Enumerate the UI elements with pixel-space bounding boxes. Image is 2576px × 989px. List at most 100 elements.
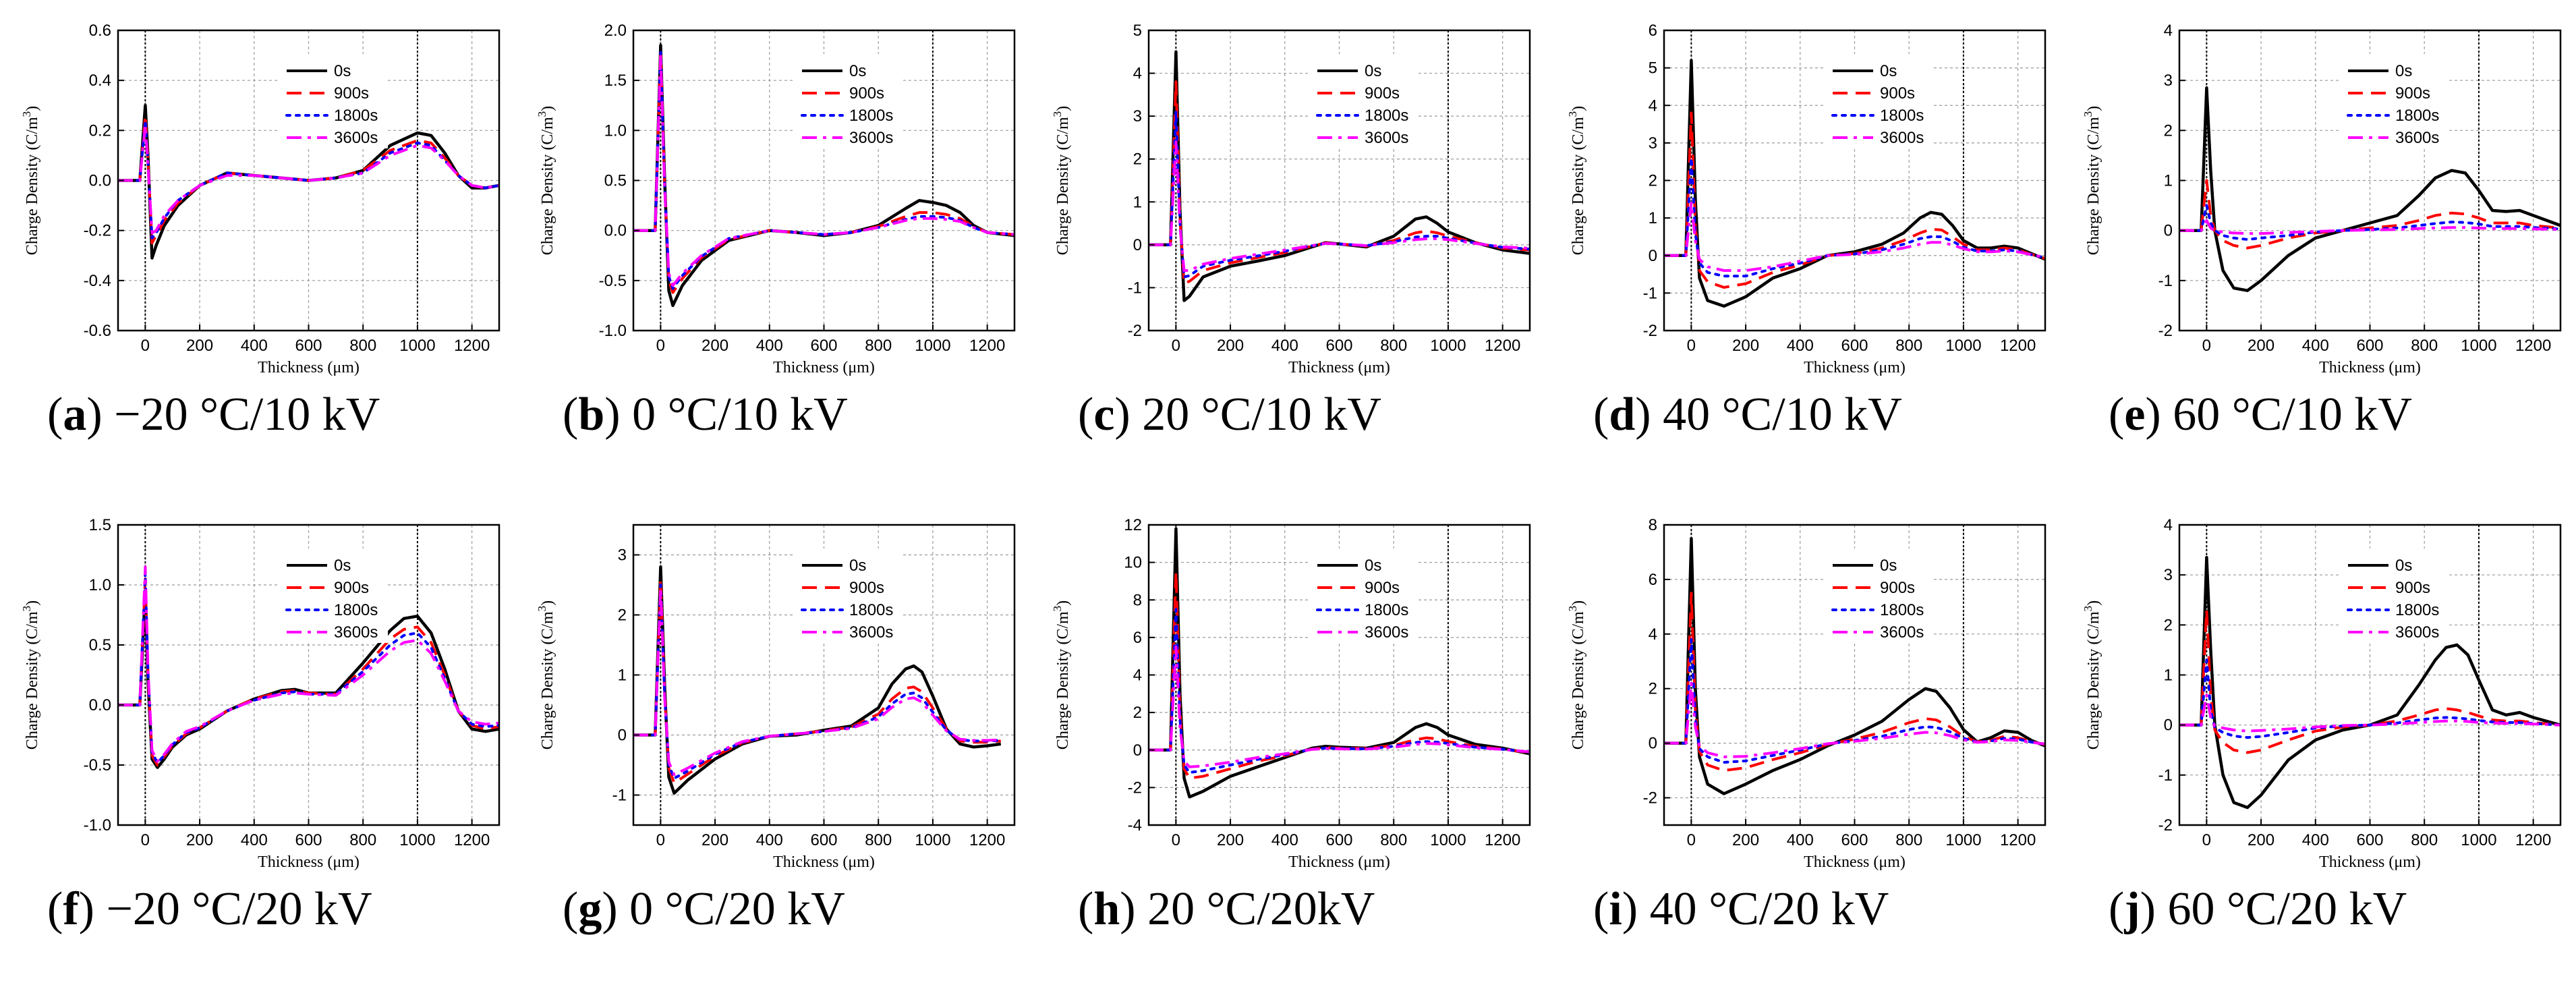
y-tick-label: 2 <box>2164 121 2173 140</box>
legend-label-3600s: 3600s <box>2395 129 2439 147</box>
series-line-900s <box>2179 179 2560 250</box>
y-tick-label: 2 <box>2164 616 2173 634</box>
legend-label-1800s: 1800s <box>1880 107 1924 125</box>
x-tick-label: 200 <box>1217 337 1244 355</box>
y-tick-label: -0.2 <box>84 222 111 240</box>
legend-label-900s: 900s <box>1880 579 1915 597</box>
y-tick-label: -2 <box>2158 322 2173 340</box>
series-line-1800s <box>1149 110 1530 279</box>
series-line-3600s <box>2179 219 2560 235</box>
legend: 0s 900s 1800s 3600s <box>280 54 388 148</box>
x-tick-label: 400 <box>241 831 268 849</box>
y-tick-label: 0 <box>1133 236 1142 254</box>
y-tick-label: 1.0 <box>89 576 111 594</box>
y-tick-label: 2.0 <box>604 22 627 40</box>
y-tick-label: -0.4 <box>84 272 111 290</box>
y-axis-label: Charge Density (C/m3) <box>536 106 556 255</box>
series-line-3600s <box>633 54 1014 287</box>
y-axis-label: Charge Density (C/m3) <box>1051 600 1072 750</box>
y-tick-label: 3 <box>1133 107 1142 125</box>
legend-label-0s: 0s <box>334 557 351 575</box>
panel-caption: (h) 20 °C/20kV <box>1078 883 1375 935</box>
y-tick-label: 0 <box>618 727 627 745</box>
y-tick-label: 1.0 <box>604 121 627 140</box>
y-tick-label: -1 <box>1643 284 1657 302</box>
legend: 0s 900s 1800s 3600s <box>2341 54 2449 148</box>
legend-label-900s: 900s <box>2395 84 2430 103</box>
y-tick-label: -2 <box>1643 322 1657 340</box>
y-tick-label: 0.0 <box>604 222 627 240</box>
x-tick-label: 1200 <box>454 337 490 355</box>
x-axis-label: Thickness (μm) <box>1804 853 1906 871</box>
legend-label-1800s: 1800s <box>1365 107 1408 125</box>
caption-text: 20 °C/20kV <box>1135 883 1375 935</box>
x-tick-label: 1200 <box>969 337 1005 355</box>
caption-letter: i <box>1609 883 1622 935</box>
caption-letter: h <box>1093 883 1120 935</box>
x-tick-label: 200 <box>2248 337 2274 355</box>
legend-label-3600s: 3600s <box>334 129 378 147</box>
x-axis-label: Thickness (μm) <box>258 853 360 871</box>
series-line-3600s <box>118 123 499 235</box>
y-tick-label: 0.5 <box>604 172 627 190</box>
x-tick-label: 800 <box>865 831 892 849</box>
y-tick-label: -2 <box>1643 789 1657 808</box>
x-tick-label: 400 <box>2302 831 2329 849</box>
x-tick-label: 0 <box>1687 337 1696 355</box>
legend-label-1800s: 1800s <box>849 601 893 619</box>
chart-panel-h: 0 200 400 600 800 1000 1200 -4 -2 0 2 4 6 8 10 12 Thickn… <box>1031 494 1546 989</box>
y-tick-label: 0.4 <box>89 72 111 90</box>
y-tick-label: -2 <box>1128 779 1142 797</box>
x-tick-label: 1000 <box>2461 337 2496 355</box>
y-tick-label: 5 <box>1133 22 1142 40</box>
y-tick-label: 10 <box>1124 554 1142 572</box>
y-tick-label: 6 <box>1649 571 1657 589</box>
x-tick-label: 0 <box>1172 337 1180 355</box>
panel-caption: (e) 60 °C/10 kV <box>2109 389 2412 441</box>
x-tick-label: 1000 <box>1945 831 1981 849</box>
legend-label-900s: 900s <box>334 579 369 597</box>
chart-panel-b: 0 200 400 600 800 1000 1200 -1.0 -0.5 0.0 0.5 1.0 1.… <box>515 0 1031 494</box>
x-tick-label: 400 <box>1271 337 1298 355</box>
legend: 0s 900s 1800s 3600s <box>795 54 903 148</box>
legend-label-0s: 0s <box>2395 62 2412 80</box>
x-tick-label: 600 <box>810 831 837 849</box>
x-tick-label: 200 <box>1732 337 1759 355</box>
legend-label-900s: 900s <box>1365 84 1400 103</box>
caption-letter: d <box>1609 389 1636 441</box>
chart-svg: 0 200 400 600 800 1000 1200 -2 -1 0 1 2 3 4 5 6 Thicknes… <box>1566 22 2047 376</box>
y-tick-label: 4 <box>1133 65 1142 83</box>
y-tick-label: 3 <box>1649 134 1657 152</box>
y-tick-label: 3 <box>2164 72 2173 90</box>
x-tick-label: 600 <box>1841 337 1868 355</box>
x-tick-label: 400 <box>756 337 783 355</box>
caption-letter: g <box>578 883 602 935</box>
y-tick-label: 1.5 <box>89 516 111 534</box>
panel-caption: (f) −20 °C/20 kV <box>47 883 372 935</box>
y-axis-label: Charge Density (C/m3) <box>1566 106 1587 255</box>
y-tick-label: 1 <box>2164 172 2173 190</box>
x-tick-label: 1200 <box>2000 337 2036 355</box>
chart-panel-f: 0 200 400 600 800 1000 1200 -1.0 -0.5 0.0 0.5 1.0 1.… <box>0 494 515 989</box>
legend-label-3600s: 3600s <box>849 623 893 642</box>
legend-label-1800s: 1800s <box>2395 601 2439 619</box>
legend-label-1800s: 1800s <box>334 107 378 125</box>
x-tick-label: 0 <box>141 831 150 849</box>
x-axis-label: Thickness (μm) <box>2319 853 2421 871</box>
x-tick-label: 200 <box>702 337 728 355</box>
caption-text: 0 °C/10 kV <box>620 389 848 441</box>
y-tick-label: -1.0 <box>599 322 627 340</box>
legend-label-1800s: 1800s <box>1880 601 1924 619</box>
panel-caption: (j) 60 °C/20 kV <box>2109 883 2407 935</box>
x-tick-label: 600 <box>1841 831 1868 849</box>
chart-svg: 0 200 400 600 800 1000 1200 -0.6 -0.4 -0.2 0.0 0.2 0… <box>20 22 500 376</box>
y-tick-label: 2 <box>1133 704 1142 722</box>
x-tick-label: 200 <box>1217 831 1244 849</box>
legend-label-3600s: 3600s <box>1365 129 1408 147</box>
x-tick-label: 0 <box>1172 831 1180 849</box>
chart-panel-e: 0 200 400 600 800 1000 1200 -2 -1 0 1 2 3 4 Thickness … <box>2061 0 2576 494</box>
legend-label-900s: 900s <box>334 84 369 103</box>
y-tick-label: 3 <box>618 546 627 565</box>
y-tick-label: -2 <box>2158 816 2173 835</box>
y-axis-label: Charge Density (C/m3) <box>2082 600 2102 750</box>
